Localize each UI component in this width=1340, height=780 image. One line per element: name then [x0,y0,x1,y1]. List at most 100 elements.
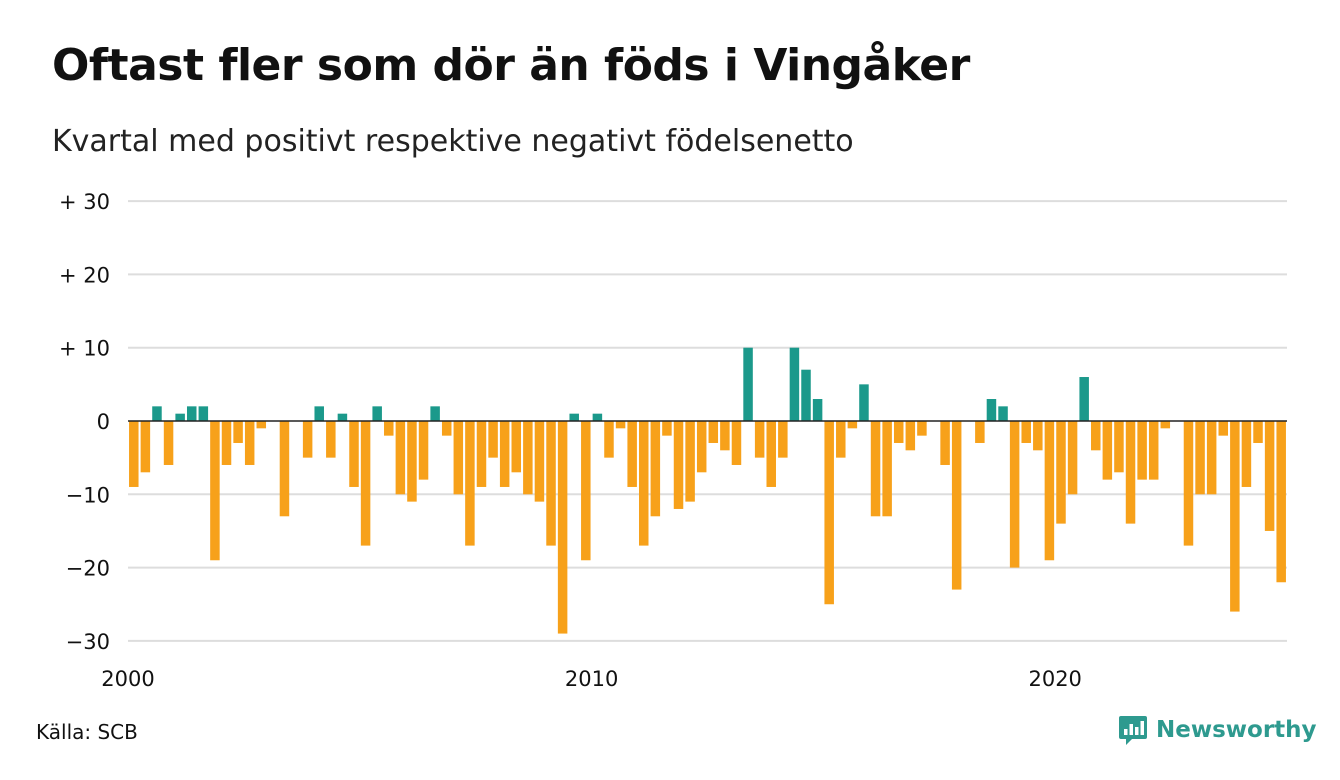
bar [754,421,765,458]
bar [615,421,626,429]
bar [1033,421,1043,451]
bar [812,399,823,421]
bar [1206,421,1217,495]
y-tick-label: + 20 [59,263,110,287]
y-tick-label: + 30 [59,190,110,214]
bar [778,421,788,458]
bar [847,421,858,429]
bar [1009,421,1020,568]
chart-title: Oftast fler som dör än föds i Vingåker [52,40,970,91]
y-tick-label: 0 [97,410,110,434]
bar [384,421,394,436]
bar [221,421,232,465]
source-note: Källa: SCB [36,720,138,744]
bar [546,421,556,546]
bar [302,421,313,458]
bar [233,421,243,443]
y-tick-label: −10 [66,483,110,507]
axes: + 30 + 20 + 10 0 −10 −20 −30 2000 2010 2020 [59,190,1287,691]
bar [1253,421,1263,443]
bar [1230,421,1240,612]
bar [557,421,568,634]
bar [1264,421,1275,531]
bar [743,347,753,421]
bar [314,406,324,421]
bar [1056,421,1066,524]
bars [129,347,1286,634]
bar [244,421,255,465]
bar [1195,421,1205,495]
bar [882,421,892,517]
bar [592,413,603,421]
bar [360,421,371,546]
bar [893,421,904,443]
bar [418,421,429,480]
bar [766,421,776,487]
bar [708,421,719,443]
bar [801,369,811,421]
newsworthy-logo-icon [1119,716,1147,745]
bar [627,421,637,487]
bar [569,413,579,421]
bar [662,421,672,436]
bar [465,421,475,546]
bar [673,421,684,509]
bar [731,421,742,465]
bar [453,421,464,495]
bar [986,399,997,421]
bar [523,421,533,495]
bar [905,421,916,451]
bar [441,421,452,436]
bar [859,384,869,421]
bar [1241,421,1252,487]
bar [163,421,174,465]
bar [789,347,800,421]
bar-chart: + 30 + 20 + 10 0 −10 −20 −30 2000 2010 2020 [59,190,1287,691]
x-tick-label: 2010 [565,667,618,691]
bar [372,406,382,421]
bar [407,421,417,502]
bar [650,421,661,517]
chart-subtitle: Kvartal med positivt respektive negativt… [52,124,854,159]
bar [836,421,846,458]
brand-logo[interactable]: Newsworthy [1118,714,1317,746]
x-tick-label: 2000 [101,667,154,691]
bar [186,406,197,421]
bar [940,421,950,465]
bar [1276,421,1286,583]
bar [476,421,487,487]
bar [1148,421,1159,480]
bar [1160,421,1171,429]
bar [279,421,290,517]
bar [685,421,695,502]
bar [499,421,510,487]
bar [430,406,440,421]
bar [1183,421,1194,546]
bar [326,421,336,458]
y-tick-label: + 10 [59,337,110,361]
bar [349,421,359,487]
bar [1114,421,1124,473]
x-tick-label: 2020 [1028,667,1081,691]
y-tick-label: −20 [66,557,110,581]
brand-name: Newsworthy [1156,717,1317,743]
bar [951,421,962,590]
bar [395,421,406,495]
bar [604,421,614,458]
bar [1102,421,1113,480]
bar [337,413,348,421]
bar [870,421,881,517]
bar [1218,421,1228,436]
y-tick-label: −30 [66,630,110,654]
bar [129,421,139,487]
bar [917,421,927,436]
bar [696,421,707,473]
bar [975,421,985,443]
bar [256,421,267,429]
bar [581,421,591,561]
bar [998,406,1008,421]
gridlines [128,200,1287,642]
bar [1021,421,1031,443]
bar [140,421,151,473]
bar [1044,421,1055,561]
